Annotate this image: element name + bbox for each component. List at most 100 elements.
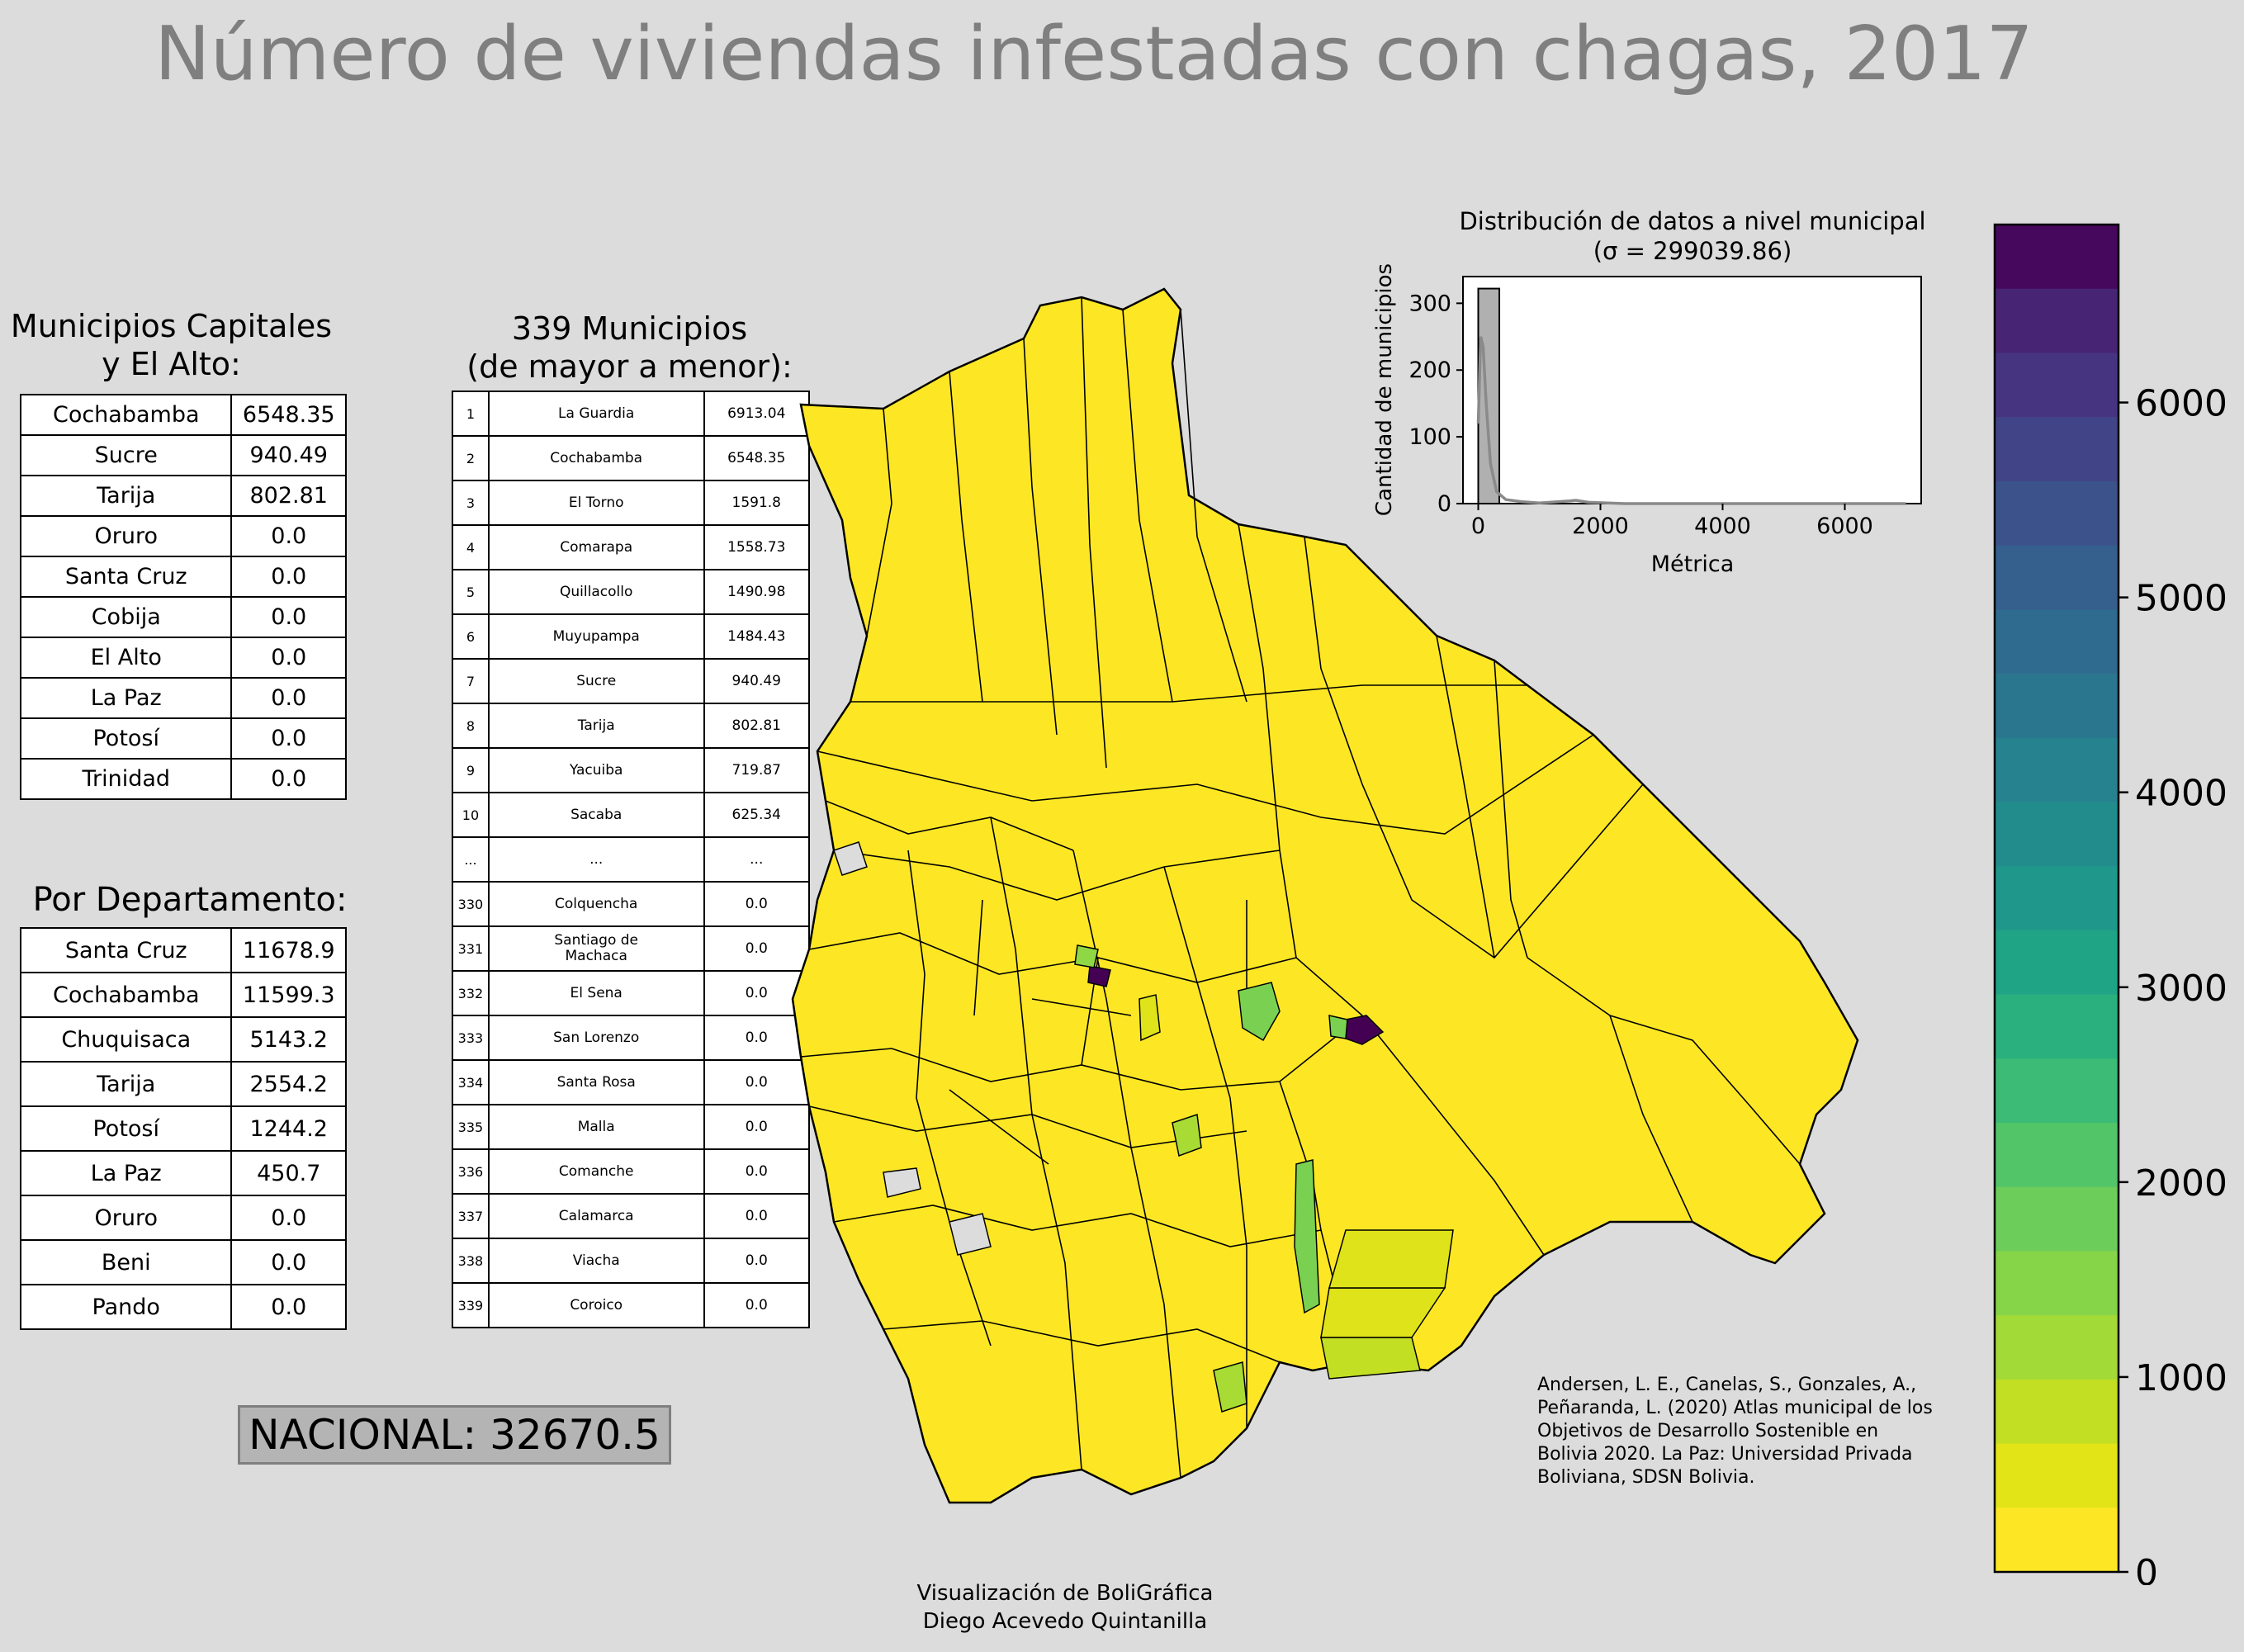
department-row: Potosí 1244.2 — [19, 1105, 347, 1152]
muni-cochabamba — [1087, 965, 1111, 987]
lake-titicaca — [833, 841, 868, 876]
municipality-name: Yacuiba — [487, 747, 705, 793]
colorbar-step — [1995, 609, 2119, 675]
municipalities-title: 339 Municipios (de mayor a menor): — [466, 310, 793, 385]
histogram-ytick-label: 100 — [1408, 424, 1451, 450]
municipality-rank: 333 — [452, 1015, 490, 1061]
department-value: 11599.3 — [230, 972, 347, 1018]
departments-title: Por Departamento: — [32, 881, 348, 919]
colorbar-tick-label: 5000 — [2135, 578, 2227, 620]
municipality-row: 1 La Guardia 6913.04 — [452, 391, 810, 437]
municipality-row: 331 Santiago de Machaca 0.0 — [452, 925, 810, 972]
capital-name: Cochabamba — [19, 394, 233, 436]
municipality-name: El Torno — [487, 480, 705, 526]
department-value: 450.7 — [230, 1150, 347, 1196]
muni-sucre — [1172, 1113, 1202, 1157]
capitals-table: Cochabamba 6548.35 Sucre 940.49 Tarija 802.81… — [19, 394, 347, 800]
department-value: 0.0 — [230, 1284, 347, 1330]
municipality-value: 1591.8 — [703, 480, 810, 526]
municipality-rank: 337 — [452, 1193, 490, 1239]
municipality-name: Sacaba — [487, 792, 705, 838]
histogram-title: Distribución de datos a nivel municipal … — [1459, 207, 1926, 265]
capital-row: Oruro 0.0 — [19, 515, 347, 557]
municipality-value: 802.81 — [703, 703, 810, 749]
capital-row: Tarija 802.81 — [19, 475, 347, 517]
capital-row: Potosí 0.0 — [19, 717, 347, 760]
municipality-rank: 5 — [452, 569, 490, 615]
municipality-value: 0.0 — [703, 1059, 810, 1105]
municipality-name: Calamarca — [487, 1193, 705, 1239]
histogram-xtick-label: 4000 — [1694, 514, 1751, 539]
municipality-name: Quillacollo — [487, 569, 705, 615]
capital-value: 802.81 — [230, 475, 347, 517]
capital-row: El Alto 0.0 — [19, 637, 347, 679]
department-value: 1244.2 — [230, 1105, 347, 1152]
colorbar-step — [1995, 674, 2119, 739]
municipality-row: 4 Comarapa 1558.73 — [452, 524, 810, 570]
municipality-name: Coroico — [487, 1282, 705, 1328]
histogram-plot-area — [1462, 276, 1922, 504]
municipality-value: 940.49 — [703, 658, 810, 704]
municipality-name: Viacha — [487, 1238, 705, 1284]
capital-name: Cobija — [19, 596, 233, 638]
municipality-value: 0.0 — [703, 1104, 810, 1150]
capital-value: 0.0 — [230, 637, 347, 679]
colorbar-step — [1995, 1251, 2119, 1316]
histogram-xlabel: Métrica — [1651, 551, 1735, 577]
municipality-row: ......... — [452, 836, 810, 883]
histogram-ytick-label: 0 — [1437, 491, 1451, 517]
capital-name: Potosí — [19, 717, 233, 760]
municipality-value: 1490.98 — [703, 569, 810, 615]
municipality-row: 8 Tarija 802.81 — [452, 703, 810, 749]
muni-sacaba — [1139, 994, 1161, 1042]
municipality-row: 337 Calamarca 0.0 — [452, 1193, 810, 1239]
department-name: Potosí — [19, 1105, 233, 1152]
municipalities-table: 1 La Guardia 6913.04 2 Cochabamba 6548.35 3 El … — [452, 391, 810, 1328]
municipality-value: 6548.35 — [703, 435, 810, 481]
capital-name: Santa Cruz — [19, 556, 233, 598]
municipality-rank: 1 — [452, 391, 490, 437]
bolivia-municipal-map — [791, 287, 1859, 1504]
histogram-ytick-label: 200 — [1408, 357, 1451, 383]
capital-name: Tarija — [19, 475, 233, 517]
citation: Andersen, L. E., Canelas, S., Gonzales, … — [1537, 1375, 1933, 1488]
histogram-chart: 0 2000 4000 6000 0 100 200 300 Métrica Cantida… — [1372, 264, 1922, 577]
municipality-value: 1558.73 — [703, 524, 810, 570]
municipality-value: 625.34 — [703, 792, 810, 838]
muni-yacuiba — [1320, 1337, 1421, 1380]
department-name: Santa Cruz — [19, 927, 233, 973]
capital-row: Cochabamba 6548.35 — [19, 394, 347, 436]
municipality-row: 330 Colquencha 0.0 — [452, 881, 810, 927]
colorbar-step — [1995, 417, 2119, 482]
capital-name: El Alto — [19, 637, 233, 679]
municipality-value: 0.0 — [703, 970, 810, 1016]
capital-row: Sucre 940.49 — [19, 434, 347, 476]
credits: Visualización de BoliGráfica Diego Aceve… — [916, 1581, 1214, 1634]
department-value: 5143.2 — [230, 1016, 347, 1063]
histogram-bar — [1477, 287, 1501, 504]
municipality-name: Santa Rosa — [487, 1059, 705, 1105]
department-row: Cochabamba 11599.3 — [19, 972, 347, 1018]
municipality-row: 334 Santa Rosa 0.0 — [452, 1059, 810, 1105]
municipality-row: 7 Sucre 940.49 — [452, 658, 810, 704]
colorbar-tick-label: 1000 — [2135, 1357, 2227, 1399]
colorbar-tick-label: 6000 — [2135, 383, 2227, 425]
municipality-name: Santiago de Machaca — [487, 925, 705, 972]
municipality-rank: 336 — [452, 1148, 490, 1195]
municipality-rank: 4 — [452, 524, 490, 570]
salt-flat — [949, 1213, 992, 1256]
capital-row: La Paz 0.0 — [19, 677, 347, 719]
municipality-name: ... — [487, 836, 705, 883]
muni-boyuibe — [1328, 1229, 1454, 1289]
department-value: 2554.2 — [230, 1061, 347, 1107]
department-name: Tarija — [19, 1061, 233, 1107]
colorbar-tick-label: 2000 — [2135, 1162, 2227, 1205]
municipality-name: Comanche — [487, 1148, 705, 1195]
municipality-rank: 7 — [452, 658, 490, 704]
municipality-value: 6913.04 — [703, 391, 810, 437]
municipality-rank: 10 — [452, 792, 490, 838]
national-total: NACIONAL: 32670.5 — [238, 1405, 671, 1465]
colorbar-step — [1995, 1315, 2119, 1380]
colorbar-step — [1995, 288, 2119, 354]
capital-name: La Paz — [19, 677, 233, 719]
